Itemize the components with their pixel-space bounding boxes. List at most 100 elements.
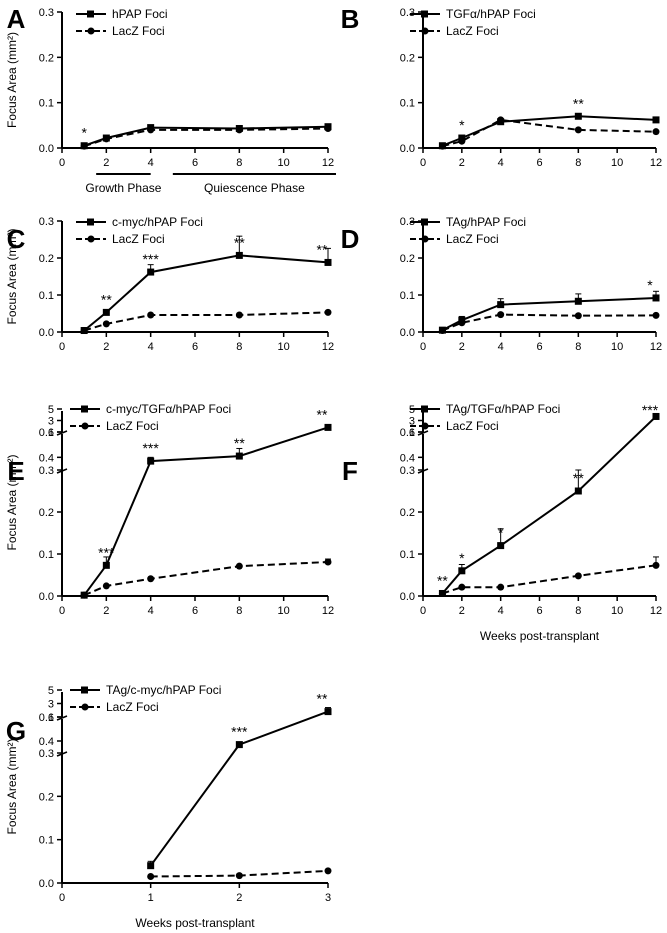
data-point-circle [652, 561, 660, 569]
legend-label: TAg/hPAP Foci [446, 215, 526, 229]
data-point-square [147, 862, 155, 870]
x-tick-label: 2 [103, 157, 109, 169]
y-tick-label: 0.1 [39, 549, 54, 561]
chart-panel-a: A 0 2 4 6 8 10 12 0.0 0.1 0.2 0.3 Focus Area (mm²) Gr… [5, 4, 336, 195]
significance-label: ** [317, 241, 328, 257]
legend-entry: TAg/hPAP Foci [410, 215, 526, 229]
data-point-square [235, 251, 243, 259]
x-tick-label: 0 [59, 605, 65, 617]
phase-label: Growth Phase [85, 181, 161, 195]
y-axis-title: Focus Area (mm²) [5, 228, 19, 324]
x-tick-label: 12 [322, 157, 334, 169]
data-point-circle [80, 591, 88, 599]
y-axis-title: Focus Area (mm²) [5, 738, 19, 834]
data-point-circle [652, 128, 660, 136]
series-lacz [438, 556, 660, 597]
data-point-circle [102, 135, 110, 143]
data-point-circle [235, 562, 243, 570]
legend-label: LacZ Foci [106, 419, 159, 433]
data-point-circle [102, 320, 110, 328]
x-tick-label: 10 [611, 605, 623, 617]
data-point-circle [458, 583, 466, 591]
significance-label: ** [317, 691, 328, 707]
chart-panel-c: C 0 2 4 6 8 10 12 0.0 0.1 0.2 0.3 Focus Area (mm²) **… [5, 215, 334, 353]
series-lacz [438, 311, 660, 335]
data-point-square [652, 294, 660, 302]
x-tick-label: 12 [322, 605, 334, 617]
data-point-circle [497, 116, 505, 124]
x-tick-label: 3 [325, 892, 331, 904]
data-point-square [458, 567, 466, 575]
y-tick-label: 1 [48, 427, 54, 439]
data-point-circle [458, 137, 466, 145]
y-tick-label: 0.2 [39, 253, 54, 265]
y-tick-label: 0.0 [400, 591, 415, 603]
x-tick-label: 0 [59, 341, 65, 353]
y-tick-label: 5 [48, 685, 54, 697]
data-point-circle [324, 867, 332, 875]
legend-marker-circle [81, 422, 89, 430]
series-line [441, 297, 657, 331]
data-point-circle [497, 311, 505, 319]
legend-label: TGFα/hPAP Foci [446, 7, 536, 21]
y-tick-label: 0.3 [400, 465, 415, 477]
x-tick-label: 0 [59, 892, 65, 904]
panel-letter: B [341, 4, 360, 34]
x-tick-label: 10 [278, 157, 290, 169]
y-tick-label: 0.3 [39, 216, 54, 228]
data-point-square [574, 487, 582, 495]
data-point-circle [235, 311, 243, 319]
series-treatment [80, 423, 332, 599]
panel-letter: A [7, 4, 26, 34]
legend-entry: LacZ Foci [410, 419, 499, 433]
y-tick-label: 0.1 [39, 835, 54, 847]
legend-label: LacZ Foci [112, 232, 165, 246]
data-point-square [324, 423, 332, 431]
axis-break-mark [56, 430, 68, 436]
data-point-circle [147, 873, 155, 880]
legend-entry: LacZ Foci [76, 24, 165, 38]
significance-label: *** [98, 544, 115, 560]
data-point-circle [574, 572, 582, 580]
series-line [83, 127, 329, 148]
data-point-square [652, 412, 660, 420]
significance-label: *** [142, 251, 159, 267]
y-tick-label: 0.2 [39, 791, 54, 803]
data-point-circle [147, 311, 155, 319]
x-tick-label: 4 [148, 605, 154, 617]
series-treatment [438, 290, 660, 334]
panel-letter: C [7, 224, 26, 254]
panel-letter: F [342, 456, 358, 486]
y-tick-label: 0.2 [400, 507, 415, 519]
significance-label: *** [231, 724, 248, 740]
data-point-square [102, 561, 110, 569]
legend-entry: LacZ Foci [76, 232, 165, 246]
x-tick-label: 6 [192, 341, 198, 353]
y-tick-label: 0.0 [39, 878, 54, 890]
data-point-circle [458, 319, 466, 327]
series-line [442, 118, 657, 148]
data-point-square [235, 741, 243, 749]
legend-entry: TAg/TGFα/hPAP Foci [410, 402, 560, 416]
significance-label: * [81, 125, 87, 141]
x-tick-label: 2 [459, 341, 465, 353]
data-point-circle [235, 126, 243, 134]
significance-label: * [459, 550, 465, 566]
x-tick-label: 4 [148, 341, 154, 353]
x-axis-title: Weeks post-transplant [135, 916, 255, 930]
x-tick-label: 10 [278, 605, 290, 617]
data-point-circle [147, 126, 155, 134]
x-axis-title: Weeks post-transplant [480, 629, 600, 643]
x-tick-label: 12 [650, 157, 662, 169]
legend-entry: LacZ Foci [410, 24, 499, 38]
data-point-circle [497, 583, 505, 591]
series-lacz [80, 125, 332, 150]
x-tick-label: 10 [611, 157, 623, 169]
x-tick-label: 0 [420, 341, 426, 353]
legend-marker-circle [421, 27, 429, 35]
data-point-square [497, 301, 505, 309]
x-tick-label: 8 [236, 605, 242, 617]
data-point-circle [324, 558, 332, 566]
